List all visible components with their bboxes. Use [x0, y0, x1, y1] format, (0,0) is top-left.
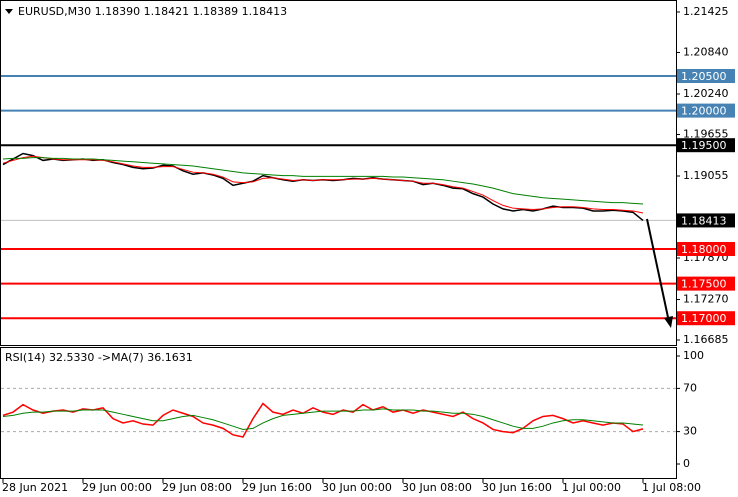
y-tick-label: 70: [683, 381, 697, 394]
level-box: [677, 276, 735, 291]
y-tick-label: 30: [683, 425, 697, 438]
level-box: [677, 68, 735, 83]
level-label: 1.19500: [681, 139, 727, 152]
x-tick-label: 30 Jun 16:00: [482, 481, 552, 494]
y-tick-label: 1.19055: [683, 169, 729, 182]
x-tick-label: 29 Jun 00:00: [82, 481, 152, 494]
level-label: 1.18000: [681, 243, 727, 256]
y-tick-label: 1.20840: [683, 45, 729, 58]
current-price-label: 1.18413: [681, 214, 727, 227]
x-tick-label: 30 Jun 08:00: [402, 481, 472, 494]
x-tick-label: 1 Jul 00:00: [562, 481, 621, 494]
x-tick-label: 29 Jun 16:00: [242, 481, 312, 494]
x-tick-label: 1 Jul 08:00: [642, 481, 701, 494]
level-label: 1.20500: [681, 70, 727, 83]
x-tick-label: 28 Jun 2021: [2, 481, 68, 494]
y-tick-label: 1.16685: [683, 333, 729, 346]
menu-triangle: [5, 9, 13, 14]
y-tick-label: 1.19655: [683, 127, 729, 140]
y-tick-label: 1.20240: [683, 87, 729, 100]
current-price-box: [677, 213, 735, 228]
arrow-head: [664, 316, 673, 328]
level-box: [677, 103, 735, 118]
level-box: [677, 138, 735, 153]
x-tick-label: 29 Jun 08:00: [162, 481, 232, 494]
y-tick-label: 1.17270: [683, 293, 729, 306]
level-label: 1.17000: [681, 312, 727, 325]
series-line: [2, 157, 644, 205]
series-line: [2, 402, 644, 438]
arrow: [646, 218, 670, 323]
level-label: 1.20000: [681, 105, 727, 118]
y-tick-label: 0: [683, 457, 690, 470]
level-box: [677, 311, 735, 326]
series-line: [2, 408, 644, 430]
y-tick-label: 1.21425: [683, 5, 729, 18]
x-tick-label: 30 Jun 00:00: [322, 481, 392, 494]
level-box: [677, 242, 735, 257]
rsi-title: RSI(14) 32.5330 ->MA(7) 36.1631: [5, 351, 193, 364]
rsi-panel: [0, 347, 677, 479]
series-line: [2, 155, 644, 214]
level-label: 1.17500: [681, 278, 727, 291]
chart-title: EURUSD,M30 1.18390 1.18421 1.18389 1.184…: [18, 5, 287, 18]
main-panel: [0, 0, 677, 346]
y-tick-label: 100: [683, 349, 704, 362]
